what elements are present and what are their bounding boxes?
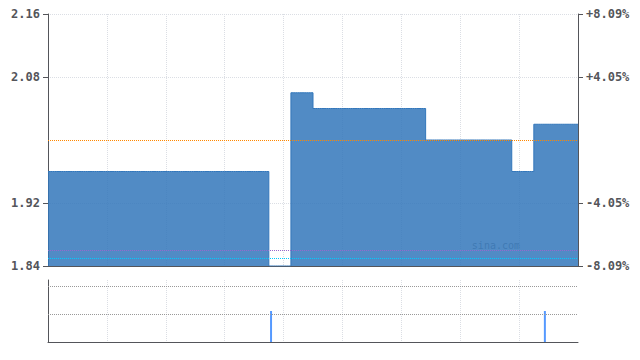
svg-text:+4.05%: +4.05%: [586, 70, 630, 84]
svg-text:1.84: 1.84: [11, 259, 40, 273]
svg-text:2.16: 2.16: [11, 7, 40, 21]
svg-text:2.08: 2.08: [11, 70, 40, 84]
svg-text:-4.05%: -4.05%: [586, 196, 630, 210]
svg-text:1.92: 1.92: [11, 196, 40, 210]
svg-text:+8.09%: +8.09%: [586, 7, 630, 21]
svg-text:-8.09%: -8.09%: [586, 259, 630, 273]
